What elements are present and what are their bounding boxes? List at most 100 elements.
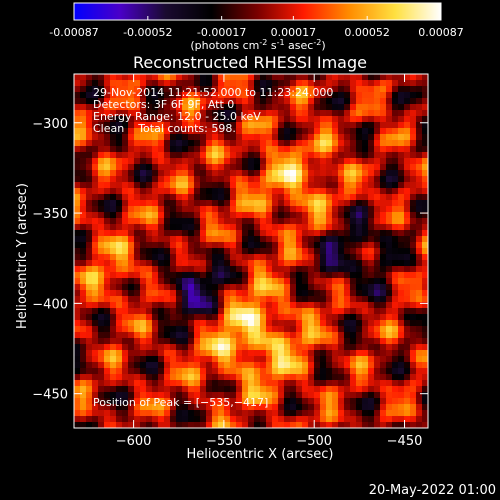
heatmap-cell xyxy=(200,380,207,387)
heatmap-cell xyxy=(422,368,428,375)
heatmap-cell xyxy=(290,110,297,117)
heatmap-cell xyxy=(212,194,219,201)
heatmap-cell xyxy=(278,182,285,189)
heatmap-cell xyxy=(134,422,141,428)
heatmap-cell xyxy=(104,314,111,321)
heatmap-cell xyxy=(290,176,297,183)
heatmap-cell xyxy=(122,326,129,333)
heatmap-cell xyxy=(152,80,159,87)
heatmap-cell xyxy=(332,392,339,399)
heatmap-cell xyxy=(338,278,345,285)
heatmap-cell xyxy=(272,212,279,219)
heatmap-cell xyxy=(80,296,87,303)
heatmap-cell xyxy=(104,338,111,345)
heatmap-cell xyxy=(260,350,267,357)
heatmap-cell xyxy=(260,242,267,249)
heatmap-cell xyxy=(218,308,225,315)
heatmap-cell xyxy=(92,314,99,321)
heatmap-cell xyxy=(278,260,285,267)
heatmap-cell xyxy=(248,74,255,81)
heatmap-cell xyxy=(224,146,231,153)
heatmap-cell xyxy=(362,92,369,99)
heatmap-cell xyxy=(314,170,321,177)
heatmap-cell xyxy=(128,104,135,111)
heatmap-cell xyxy=(122,152,129,159)
heatmap-cell xyxy=(332,200,339,207)
heatmap-cell xyxy=(230,122,237,129)
heatmap-cell xyxy=(140,362,147,369)
heatmap-cell xyxy=(230,212,237,219)
heatmap-cell xyxy=(356,176,363,183)
heatmap-cell xyxy=(314,320,321,327)
heatmap-cell xyxy=(140,236,147,243)
heatmap-cell xyxy=(278,194,285,201)
heatmap-cell xyxy=(362,422,369,428)
heatmap-cell xyxy=(248,110,255,117)
heatmap-cell xyxy=(404,80,411,87)
heatmap-cell xyxy=(302,260,309,267)
heatmap-cell xyxy=(254,212,261,219)
heatmap-cell xyxy=(128,416,135,423)
heatmap-cell xyxy=(206,284,213,291)
heatmap-cell xyxy=(236,290,243,297)
heatmap-cell xyxy=(296,404,303,411)
heatmap-cell xyxy=(194,398,201,405)
heatmap-cell xyxy=(380,176,387,183)
heatmap-cell xyxy=(362,176,369,183)
heatmap-cell xyxy=(224,200,231,207)
heatmap-cell xyxy=(404,182,411,189)
heatmap-cell xyxy=(308,218,315,225)
heatmap-cell xyxy=(308,410,315,417)
heatmap-cell xyxy=(152,104,159,111)
heatmap-cell xyxy=(236,350,243,357)
heatmap-cell xyxy=(224,188,231,195)
heatmap-cell xyxy=(152,284,159,291)
heatmap-cell xyxy=(194,350,201,357)
heatmap-cell xyxy=(278,284,285,291)
heatmap-cell xyxy=(254,410,261,417)
heatmap-cell xyxy=(314,182,321,189)
heatmap-cell xyxy=(152,344,159,351)
heatmap-cell xyxy=(128,368,135,375)
heatmap-cell xyxy=(230,188,237,195)
heatmap-cell xyxy=(410,80,417,87)
heatmap-cell xyxy=(80,122,87,129)
heatmap-cell xyxy=(374,230,381,237)
heatmap-cell xyxy=(134,404,141,411)
heatmap-cell xyxy=(344,392,351,399)
heatmap-cell xyxy=(104,200,111,207)
heatmap-cell xyxy=(146,86,153,93)
heatmap-cell xyxy=(176,314,183,321)
heatmap-cell xyxy=(152,140,159,147)
y-tick-label: −350 xyxy=(32,207,68,222)
heatmap-cell xyxy=(242,104,249,111)
heatmap-cell xyxy=(356,110,363,117)
heatmap-cell xyxy=(344,122,351,129)
heatmap-cell xyxy=(128,158,135,165)
heatmap-cell xyxy=(356,182,363,189)
heatmap-cell xyxy=(182,200,189,207)
heatmap-cell xyxy=(332,236,339,243)
heatmap-cell xyxy=(368,404,375,411)
heatmap-cell xyxy=(302,200,309,207)
heatmap-cell xyxy=(254,350,261,357)
heatmap-cell xyxy=(260,386,267,393)
heatmap-cell xyxy=(122,260,129,267)
heatmap-cell xyxy=(374,206,381,213)
heatmap-cell xyxy=(350,188,357,195)
heatmap-cell xyxy=(248,104,255,111)
heatmap-cell xyxy=(98,218,105,225)
heatmap-cell xyxy=(374,386,381,393)
plot-area: −600 −550 −500 −450−450−400−350−300 xyxy=(32,73,429,449)
heatmap-cell xyxy=(326,116,333,123)
heatmap-cell xyxy=(278,416,285,423)
heatmap-cell xyxy=(224,320,231,327)
heatmap-cell xyxy=(224,362,231,369)
heatmap-cell xyxy=(170,146,177,153)
y-axis-label: Heliocentric Y (arcsec) xyxy=(15,183,30,329)
heatmap-cell xyxy=(362,146,369,153)
heatmap-cell xyxy=(236,74,243,81)
heatmap-cell xyxy=(260,332,267,339)
heatmap-cell xyxy=(260,188,267,195)
heatmap-cell xyxy=(104,230,111,237)
